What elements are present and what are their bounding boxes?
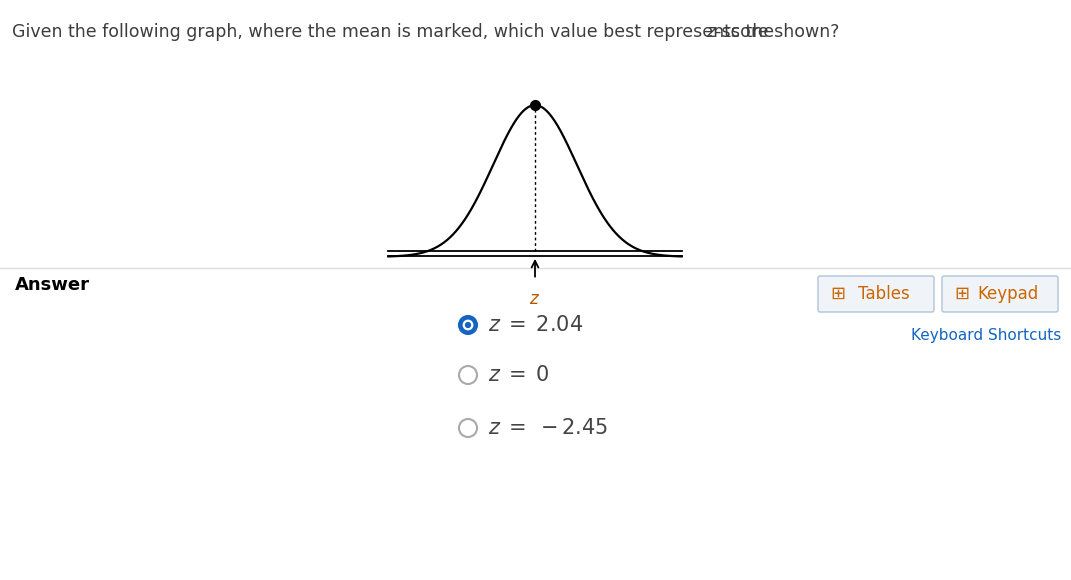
FancyBboxPatch shape xyxy=(942,276,1058,312)
Circle shape xyxy=(463,320,473,331)
Text: Given the following graph, where the mean is marked, which value best represents: Given the following graph, where the mea… xyxy=(12,23,780,41)
Text: $z\;=\;2.04$: $z\;=\;2.04$ xyxy=(488,315,584,335)
Circle shape xyxy=(459,316,477,334)
Text: -score shown?: -score shown? xyxy=(715,23,840,41)
Text: z: z xyxy=(706,23,715,41)
Text: ⊞: ⊞ xyxy=(830,285,846,303)
Text: Answer: Answer xyxy=(15,276,90,294)
Circle shape xyxy=(459,419,477,437)
Text: $z$: $z$ xyxy=(529,290,541,308)
Text: Keyboard Shortcuts: Keyboard Shortcuts xyxy=(910,328,1061,343)
Text: ⊞: ⊞ xyxy=(954,285,969,303)
Text: Tables: Tables xyxy=(858,285,910,303)
Text: Keypad: Keypad xyxy=(978,285,1039,303)
Text: $z\;=\;-2.45$: $z\;=\;-2.45$ xyxy=(488,418,608,438)
FancyBboxPatch shape xyxy=(818,276,934,312)
Circle shape xyxy=(459,366,477,384)
Text: $z\;=\;0$: $z\;=\;0$ xyxy=(488,365,549,385)
Circle shape xyxy=(465,322,471,328)
